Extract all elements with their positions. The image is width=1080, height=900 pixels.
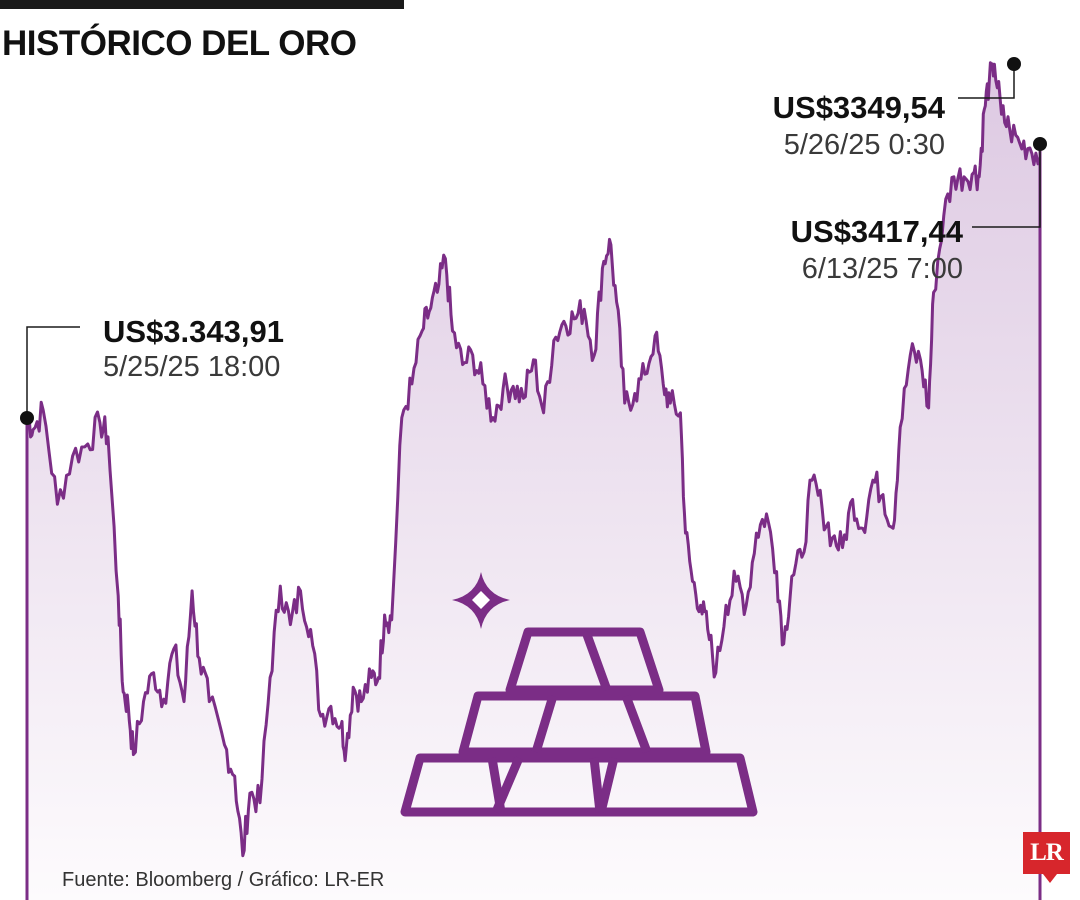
- annotation-end: US$3417,44 6/13/25 7:00: [791, 137, 1047, 285]
- annotation-peak-value: US$3349,54: [773, 90, 946, 125]
- sparkle-center: [472, 591, 490, 609]
- annotation-end-leader: [972, 150, 1041, 228]
- source-note: Fuente: Bloomberg / Gráfico: LR-ER: [62, 869, 385, 891]
- annotation-end-value: US$3417,44: [791, 214, 964, 249]
- lr-logo-tail: [1043, 874, 1057, 883]
- price-area: [27, 62, 1040, 900]
- annotation-end-date: 6/13/25 7:00: [802, 253, 963, 285]
- lr-logo: LR: [1023, 832, 1070, 874]
- annotation-end-dot: [1033, 137, 1047, 151]
- annotation-start-leader: [26, 326, 80, 412]
- chart-title: HISTÓRICO DEL ORO: [2, 24, 357, 63]
- annotation-start-value: US$3.343,91: [103, 314, 284, 349]
- top-rule: [0, 0, 404, 9]
- gold-bars-icon: [400, 627, 758, 817]
- annotation-start-date: 5/25/25 18:00: [103, 351, 280, 383]
- annotation-peak-date: 5/26/25 0:30: [784, 129, 945, 161]
- annotation-start-dot: [20, 411, 34, 425]
- price-line: [25, 61, 1042, 858]
- annotation-peak-leader: [958, 70, 1015, 99]
- annotation-start: US$3.343,91 5/25/25 18:00: [20, 314, 284, 425]
- annotation-peak-dot: [1007, 57, 1021, 71]
- annotation-peak: US$3349,54 5/26/25 0:30: [773, 57, 1021, 161]
